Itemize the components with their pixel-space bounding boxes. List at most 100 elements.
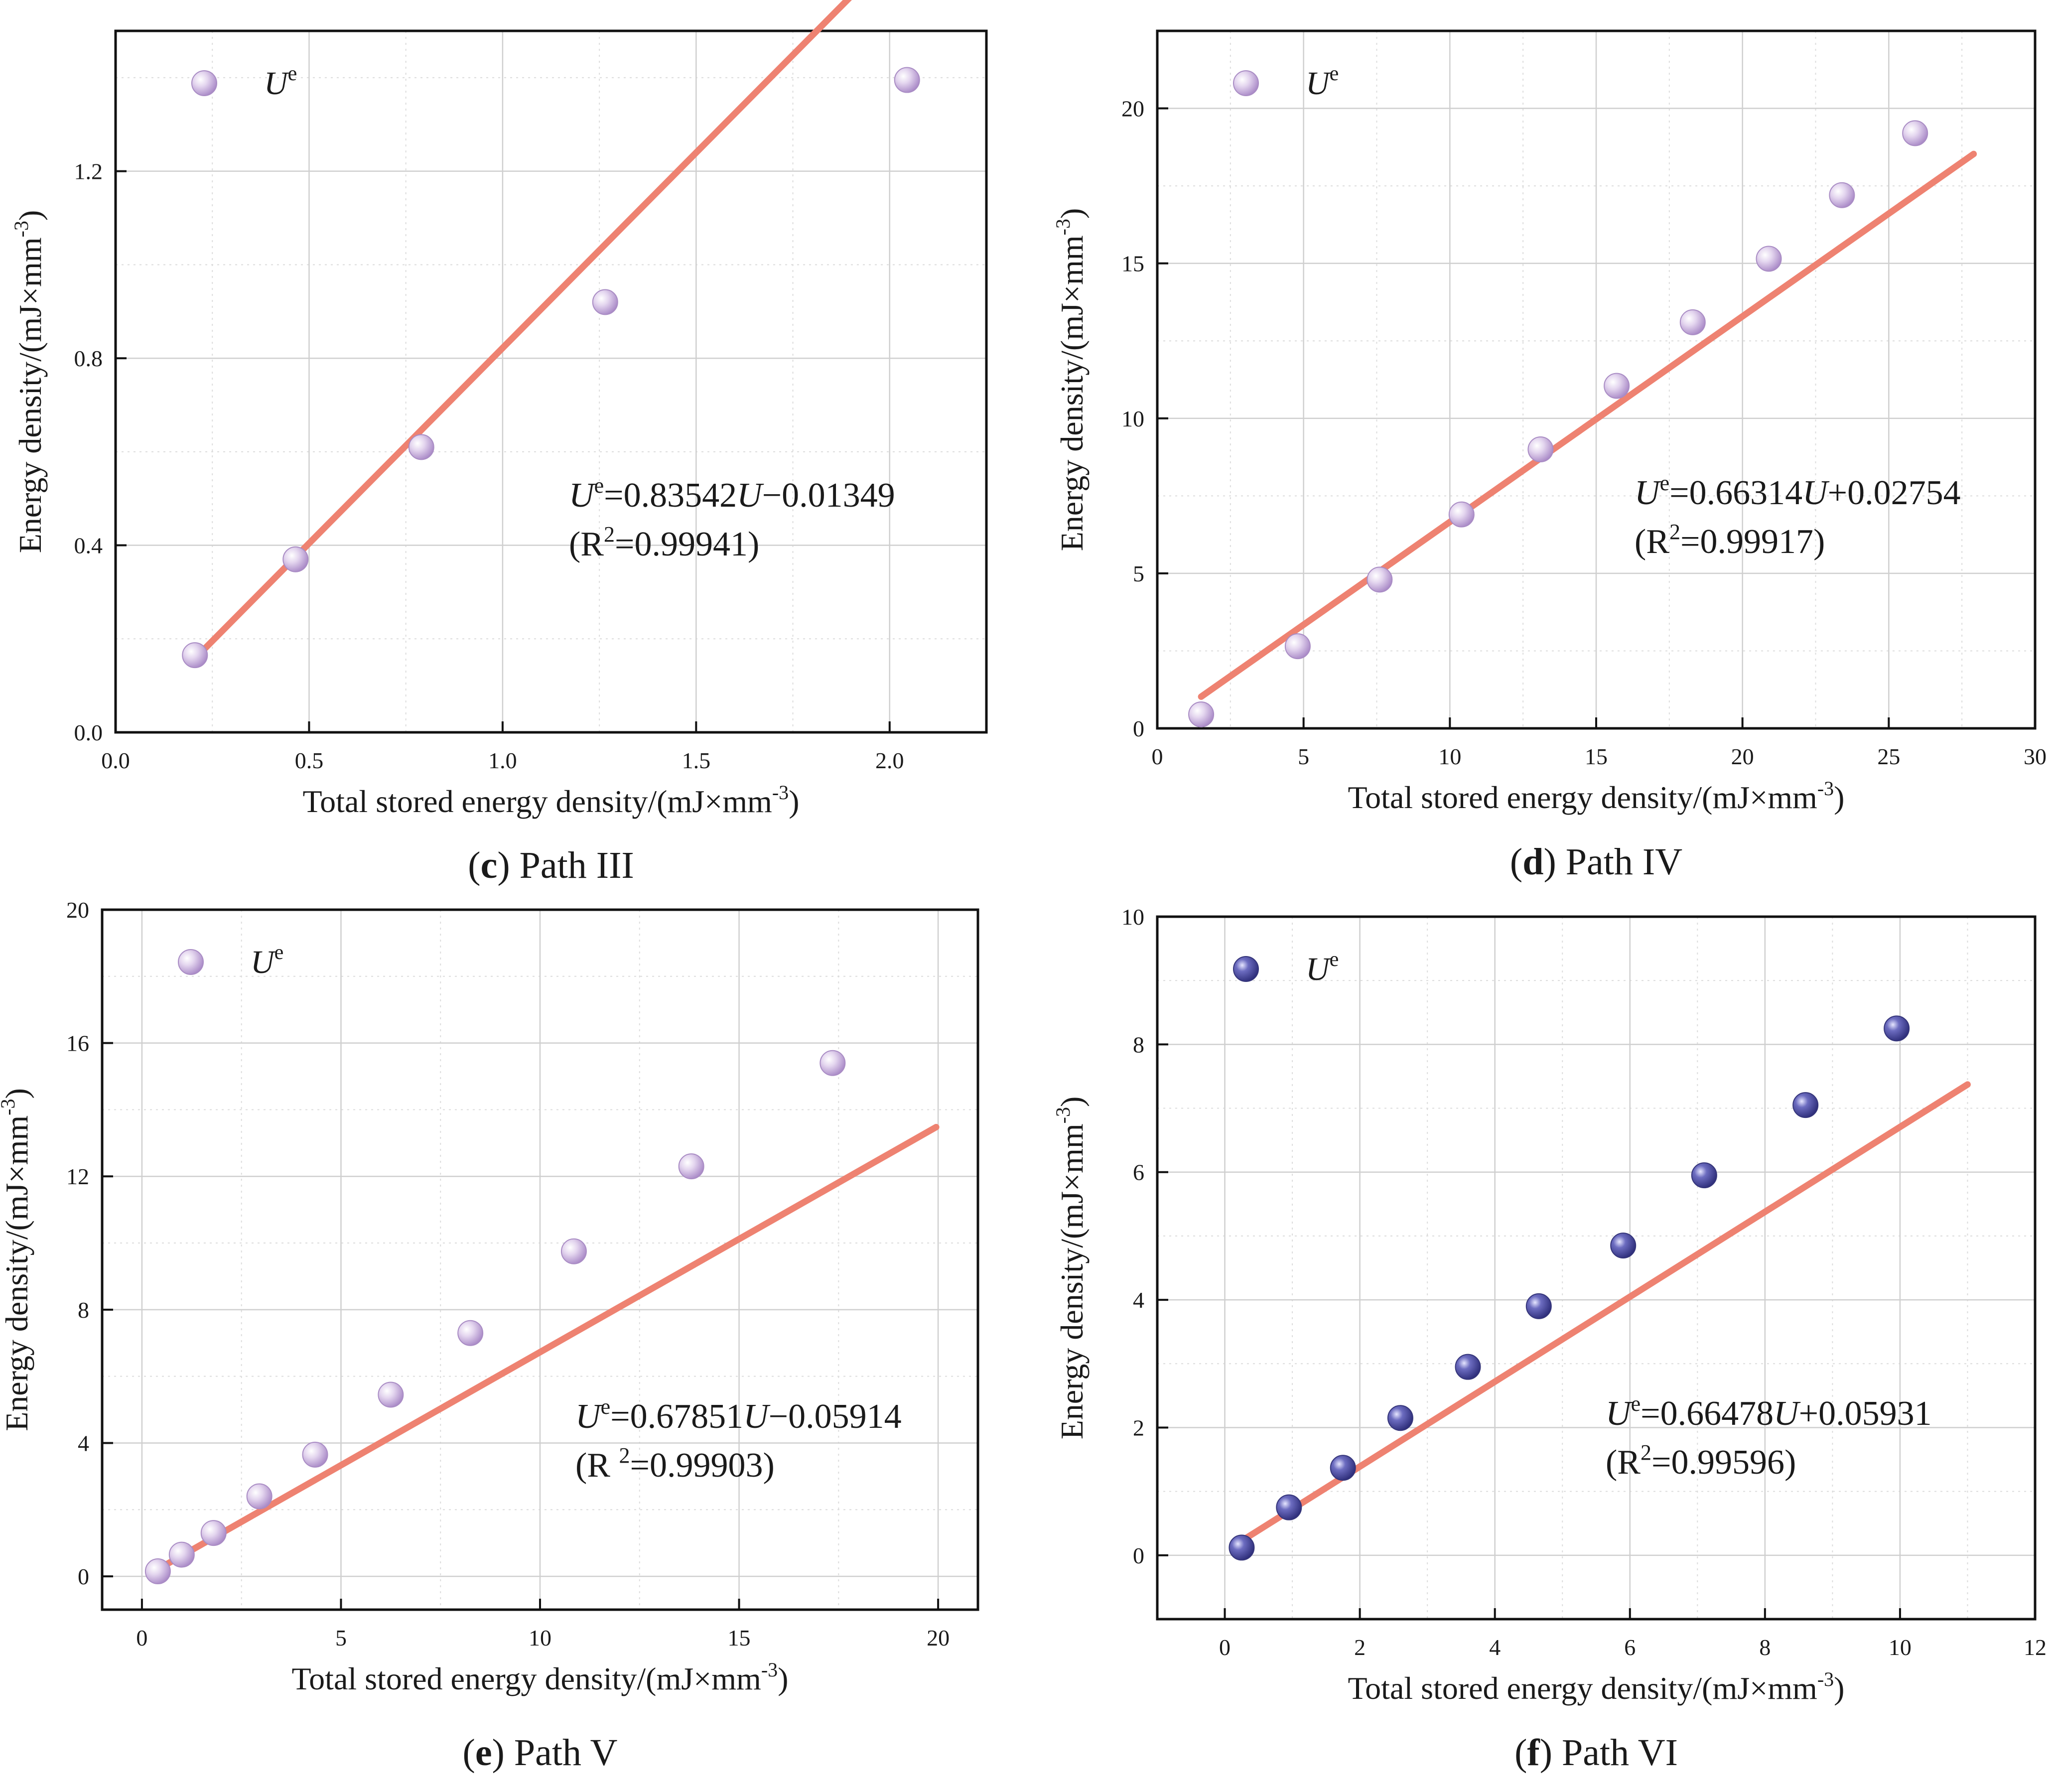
data-point [1610, 1233, 1637, 1259]
x-axis-label: Total stored energy density/(mJ×mm-3) [1348, 777, 1845, 815]
equation-variable: U [743, 1397, 771, 1436]
data-point [246, 1483, 273, 1510]
r-squared-open: (R [1635, 523, 1669, 561]
x-axis-label-text: Total stored energy density/(mJ×mm [1348, 780, 1817, 815]
chart-panel-d: 0 5 10 15 20 25 30 0 5 10 15 20 Total stored energy … [1052, 29, 2047, 883]
y-tick-label: 4 [78, 1430, 89, 1456]
data-point [1525, 1293, 1552, 1319]
y-tick-label: 0.4 [74, 533, 103, 558]
y-axis-label-close: ) [1054, 208, 1090, 219]
legend-symbol: U [1306, 65, 1332, 102]
y-tick-label: 0 [1133, 716, 1144, 741]
y-axis: 0 2 4 6 8 10 [1121, 904, 1168, 1568]
data-point [678, 1153, 704, 1180]
x-tick-label: 10 [529, 1625, 551, 1651]
data-point [1229, 1534, 1255, 1561]
r-squared-open: (R [575, 1446, 619, 1485]
y-axis: 0.0 0.4 0.8 1.2 [74, 159, 127, 745]
legend-symbol: U [251, 944, 276, 980]
panel-caption: (e) Path V [463, 1732, 618, 1774]
legend-superscript: e [1330, 948, 1339, 971]
panel-caption: (f) Path VI [1514, 1732, 1678, 1774]
y-axis-label: Energy density/(mJ×mm-3) [10, 210, 48, 553]
y-axis-label-exponent: -3 [0, 1099, 19, 1115]
data-point [1448, 501, 1475, 528]
x-axis-label-close: ) [1834, 1670, 1844, 1706]
x-tick-label: 12 [2024, 1635, 2047, 1660]
x-tick-label: 4 [1489, 1635, 1501, 1660]
fit-line [193, 0, 852, 660]
y-tick-label: 0.0 [74, 720, 103, 745]
fit-line [154, 1123, 940, 1573]
equation-lhs-superscript: e [594, 473, 604, 498]
equation-slope: =0.83542 [604, 476, 737, 515]
legend-symbol: U [264, 65, 290, 102]
x-tick-label: 1.5 [682, 748, 711, 773]
r-squared-superscript: 2 [619, 1443, 630, 1468]
x-tick-label: 15 [1585, 744, 1608, 769]
y-tick-label: 6 [1133, 1160, 1144, 1185]
y-axis-label-exponent: -3 [10, 221, 32, 237]
y-axis-label-text: Energy density/(mJ×mm [1054, 1123, 1090, 1439]
y-tick-label: 15 [1121, 251, 1144, 276]
x-tick-label: 15 [728, 1625, 751, 1651]
y-axis: 0 4 8 12 16 20 [66, 897, 113, 1589]
legend-label: Ue [251, 941, 283, 980]
r-squared-value: =0.99917) [1680, 523, 1825, 561]
data-point [1604, 373, 1630, 399]
data-point [144, 1558, 171, 1585]
data-point [1691, 1162, 1717, 1189]
equation-intercept: +0.02754 [1828, 474, 1961, 512]
data-point [408, 434, 434, 460]
x-tick-label: 20 [1731, 744, 1754, 769]
legend: Ue [191, 62, 297, 102]
data-points [1188, 120, 1928, 727]
x-axis-label-exponent: -3 [761, 1658, 778, 1681]
legend-superscript: e [274, 941, 284, 964]
x-axis-label-close: ) [1834, 780, 1844, 815]
caption-title: ) Path V [492, 1732, 618, 1774]
equation-lhs-superscript: e [601, 1394, 611, 1419]
fit-equation: Ue=0.66314U+0.02754 [1635, 471, 1961, 512]
x-tick-label: 6 [1624, 1635, 1636, 1660]
r-squared-superscript: 2 [1669, 520, 1680, 544]
equation-lhs: U [1606, 1394, 1633, 1433]
y-tick-label: 12 [66, 1164, 89, 1189]
fit-line [1198, 150, 1977, 700]
data-point [168, 1541, 195, 1568]
data-point [1455, 1354, 1481, 1380]
data-point [820, 1050, 846, 1076]
r-squared-superscript: 2 [604, 522, 615, 547]
x-tick-label: 0.5 [295, 748, 324, 773]
legend-marker [1233, 70, 1259, 96]
panel-caption: (c) Path III [468, 844, 634, 886]
y-tick-label: 2 [1133, 1415, 1144, 1440]
caption-open: ( [463, 1732, 475, 1774]
legend-label: Ue [1306, 62, 1339, 102]
data-point [1756, 246, 1782, 272]
y-tick-label: 8 [1133, 1032, 1144, 1057]
y-axis-label: Energy density/(mJ×mm-3) [1052, 208, 1090, 551]
equation-lhs-superscript: e [1660, 471, 1670, 495]
data-point [200, 1520, 227, 1546]
y-tick-label: 20 [1121, 96, 1144, 122]
data-point [1792, 1092, 1819, 1118]
equation-intercept: +0.05931 [1799, 1394, 1932, 1433]
legend-superscript: e [1330, 62, 1339, 85]
x-axis-label-close: ) [789, 784, 799, 819]
x-tick-label: 0.0 [101, 748, 130, 773]
r-squared: (R2=0.99941) [569, 522, 759, 563]
legend: Ue [1233, 948, 1339, 987]
caption-title: ) Path IV [1543, 841, 1682, 883]
data-point [1284, 633, 1311, 660]
x-tick-label: 8 [1759, 1635, 1771, 1660]
chart-panel-e: 0 5 10 15 20 0 4 8 12 16 20 Total stored energy den… [0, 897, 979, 1774]
plot-frame [114, 29, 988, 734]
x-axis-label-exponent: -3 [772, 781, 789, 804]
fit-line [1235, 1081, 1971, 1546]
x-axis: 0 5 10 15 20 25 30 [1152, 717, 2047, 769]
data-point [1902, 120, 1928, 146]
data-point [1330, 1455, 1356, 1481]
x-tick-label: 5 [335, 1625, 347, 1651]
